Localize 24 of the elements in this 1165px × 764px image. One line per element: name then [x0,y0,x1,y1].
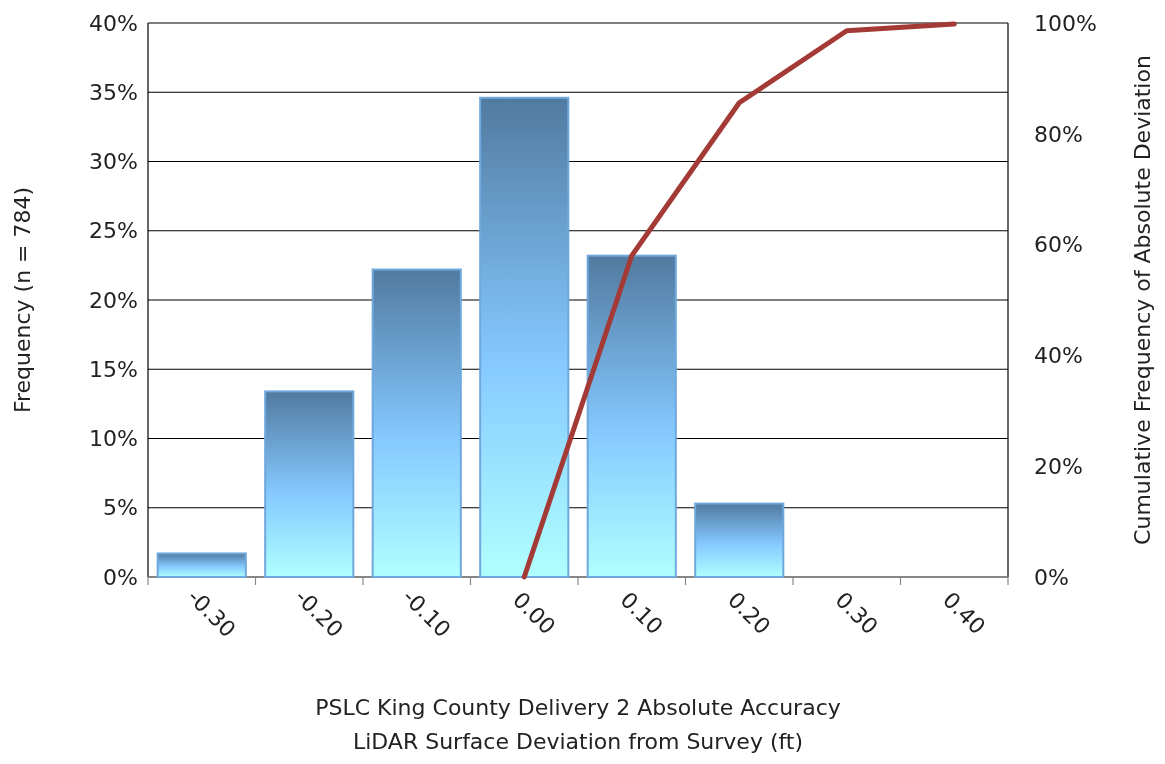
y2-tick-label: 20% [1034,453,1083,479]
y-tick-label: 0% [103,564,138,590]
y2-tick-label: 0% [1034,564,1069,590]
bar [694,502,785,578]
bar [264,390,355,578]
bar [156,552,247,578]
y-tick-label: 25% [89,218,138,244]
y-tick-label: 5% [103,495,138,521]
y-tick-label: 15% [89,356,138,382]
bar [586,254,677,578]
y2-tick-label: 80% [1034,121,1083,147]
y2-axis-title: Cumulative Frequency of Absolute Deviation [1130,55,1155,545]
bar [479,96,570,578]
y-tick-label: 20% [89,287,138,313]
y2-tick-label: 40% [1034,343,1083,369]
x-axis-title: PSLC King County Delivery 2 Absolute Accuracy LiDAR Surface Deviation from Survey (ft) [315,695,841,754]
y-tick-label: 40% [89,10,138,36]
y-tick-label: 35% [89,79,138,105]
y2-tick-label: 60% [1034,232,1083,258]
y-axis-title: Frequency (n = 784) [10,186,35,414]
y-tick-label: 30% [89,149,138,175]
bar [371,268,462,578]
y2-tick-label: 100% [1034,10,1097,36]
y-tick-label: 10% [89,426,138,452]
